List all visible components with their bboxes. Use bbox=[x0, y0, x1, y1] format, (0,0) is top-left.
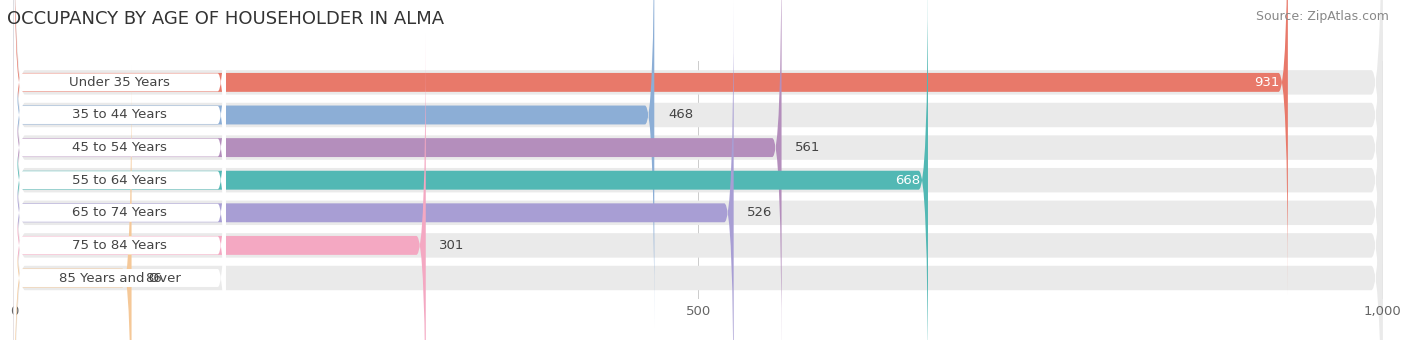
FancyBboxPatch shape bbox=[14, 0, 1382, 331]
Text: Under 35 Years: Under 35 Years bbox=[69, 76, 170, 89]
FancyBboxPatch shape bbox=[14, 0, 226, 340]
Text: 931: 931 bbox=[1254, 76, 1279, 89]
FancyBboxPatch shape bbox=[14, 0, 1382, 340]
FancyBboxPatch shape bbox=[14, 0, 1382, 340]
Text: 301: 301 bbox=[440, 239, 465, 252]
Text: 65 to 74 Years: 65 to 74 Years bbox=[73, 206, 167, 219]
FancyBboxPatch shape bbox=[14, 0, 782, 340]
FancyBboxPatch shape bbox=[14, 0, 1288, 295]
FancyBboxPatch shape bbox=[14, 66, 132, 340]
Text: Source: ZipAtlas.com: Source: ZipAtlas.com bbox=[1256, 10, 1389, 23]
FancyBboxPatch shape bbox=[14, 91, 226, 340]
Text: 35 to 44 Years: 35 to 44 Years bbox=[73, 108, 167, 121]
Text: OCCUPANCY BY AGE OF HOUSEHOLDER IN ALMA: OCCUPANCY BY AGE OF HOUSEHOLDER IN ALMA bbox=[7, 10, 444, 28]
FancyBboxPatch shape bbox=[14, 0, 1382, 340]
FancyBboxPatch shape bbox=[14, 59, 226, 340]
FancyBboxPatch shape bbox=[14, 0, 654, 327]
Text: 45 to 54 Years: 45 to 54 Years bbox=[73, 141, 167, 154]
Text: 468: 468 bbox=[668, 108, 693, 121]
FancyBboxPatch shape bbox=[14, 0, 226, 302]
FancyBboxPatch shape bbox=[14, 30, 1382, 340]
FancyBboxPatch shape bbox=[14, 0, 1382, 340]
FancyBboxPatch shape bbox=[14, 0, 1382, 340]
Text: 668: 668 bbox=[894, 174, 920, 187]
Text: 86: 86 bbox=[145, 272, 162, 285]
FancyBboxPatch shape bbox=[14, 0, 226, 334]
FancyBboxPatch shape bbox=[14, 26, 226, 340]
Text: 561: 561 bbox=[796, 141, 821, 154]
FancyBboxPatch shape bbox=[14, 33, 426, 340]
FancyBboxPatch shape bbox=[14, 0, 226, 269]
Text: 85 Years and Over: 85 Years and Over bbox=[59, 272, 181, 285]
Text: 75 to 84 Years: 75 to 84 Years bbox=[73, 239, 167, 252]
FancyBboxPatch shape bbox=[14, 0, 928, 340]
FancyBboxPatch shape bbox=[14, 1, 734, 340]
Text: 55 to 64 Years: 55 to 64 Years bbox=[73, 174, 167, 187]
Text: 526: 526 bbox=[748, 206, 773, 219]
